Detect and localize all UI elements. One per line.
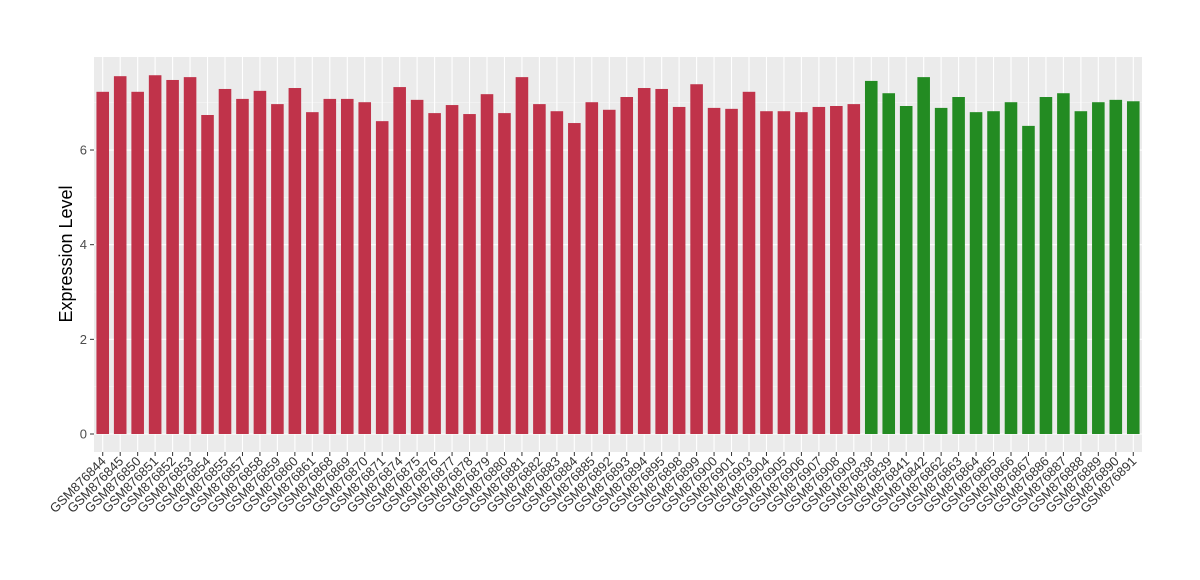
y-axis: 0 2 4 6 [80,143,94,442]
bar-GSM876851 [148,75,162,435]
bar-GSM876844 [96,91,110,434]
bar-GSM876878 [463,114,476,435]
bar-GSM876861 [306,112,319,434]
bar-GSM876901 [725,108,738,435]
bar-GSM876870 [358,102,372,434]
bars [96,75,1140,435]
bar-GSM876842 [917,77,930,434]
bar-GSM876864 [969,112,983,434]
bar-GSM876905 [777,111,791,434]
bar-GSM876908 [830,106,843,434]
bar-GSM876907 [812,106,826,434]
y-tick-label: 6 [80,143,87,158]
bar-GSM876838 [864,80,878,434]
y-tick-label: 2 [80,332,87,347]
bar-GSM876906 [795,112,808,434]
bar-GSM876853 [183,77,197,434]
bar-GSM876898 [672,106,686,434]
bar-GSM876881 [515,77,529,434]
bar-GSM876904 [760,111,773,434]
bar-GSM876885 [585,102,599,434]
bar-GSM876845 [113,76,127,434]
y-axis-label: Expression Level [56,185,76,322]
bar-GSM876867 [1022,125,1035,434]
bar-GSM876841 [899,106,913,434]
bar-GSM876839 [882,93,896,434]
bar-GSM876884 [568,123,581,434]
bar-GSM876874 [393,87,406,434]
bar-GSM876903 [742,91,756,434]
bar-GSM876877 [445,105,459,434]
bar-GSM876876 [428,113,441,434]
bar-GSM876887 [1057,93,1070,434]
bar-GSM876883 [550,111,564,434]
bar-GSM876886 [1039,97,1053,434]
bar-GSM876882 [533,104,546,435]
y-tick-label: 4 [80,237,87,252]
plot-panel [94,57,1142,452]
bar-GSM876859 [271,104,284,435]
bar-GSM876855 [218,88,232,435]
bar-GSM876865 [987,111,1000,434]
bar-GSM876888 [1074,111,1088,434]
bar-GSM876869 [340,98,354,435]
bar-GSM876879 [480,94,494,435]
bar-GSM876854 [201,114,214,435]
bar-GSM876858 [253,90,267,435]
bar-GSM876850 [131,91,144,434]
bar-GSM876868 [323,98,337,435]
bar-GSM876890 [1109,99,1123,435]
bar-GSM876862 [934,107,948,434]
bar-GSM876871 [375,121,389,435]
bar-GSM876889 [1092,102,1105,434]
y-tick-label: 0 [80,427,87,442]
bar-GSM876895 [655,88,668,435]
bar-GSM876880 [498,113,511,434]
bar-GSM876893 [620,97,634,434]
x-axis: GSM876844GSM876845GSM876850GSM876851GSM8… [47,452,1139,516]
bar-GSM876899 [690,84,703,435]
bar-GSM876860 [288,88,302,434]
bar-GSM876866 [1004,102,1018,434]
bar-GSM876857 [236,98,249,435]
bar-GSM876852 [166,79,179,434]
bar-GSM876891 [1126,101,1140,434]
bar-GSM876894 [637,88,651,434]
bar-GSM876875 [410,99,424,435]
bar-GSM876909 [847,104,861,435]
bar-GSM876863 [952,97,965,434]
bar-GSM876892 [602,109,616,435]
bar-GSM876900 [707,107,721,434]
